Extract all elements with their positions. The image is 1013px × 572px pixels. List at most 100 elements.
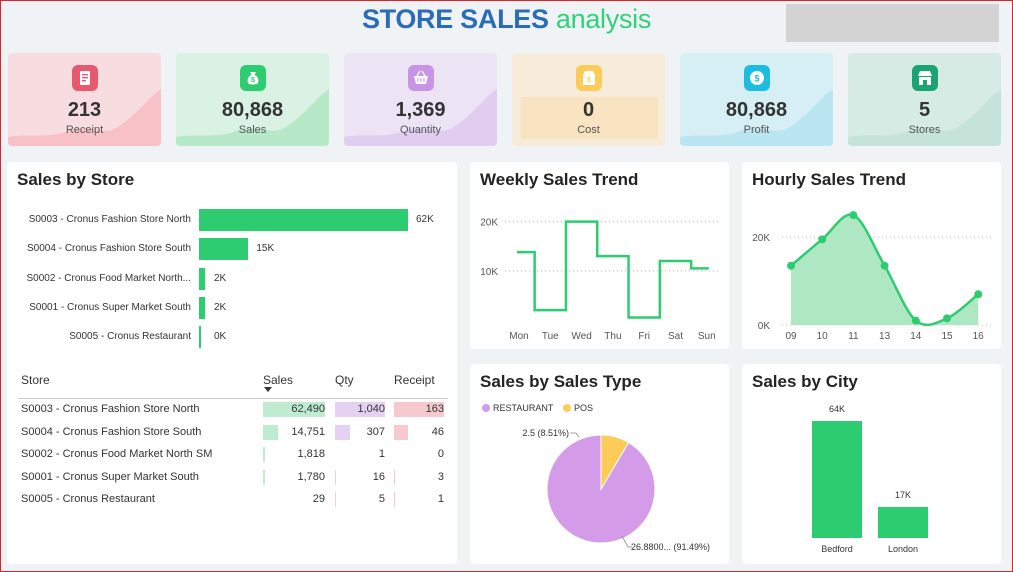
kpi-value: 5	[918, 99, 931, 121]
cell-sales: 1,818	[297, 448, 325, 460]
sparkline-area	[680, 89, 833, 146]
hourly-data-point	[974, 290, 983, 299]
store-icon	[912, 65, 938, 91]
kpi-card-quantity: 1,369 Quantity	[344, 53, 497, 146]
table-row[interactable]: S0001 - Cronus Super Market South 1,780 16…	[18, 467, 448, 489]
cell-receipt: 163	[425, 403, 444, 415]
x-tick-label: 15	[941, 331, 953, 342]
sparkline-area	[176, 89, 329, 146]
store-bar-value: 2K	[214, 272, 227, 284]
cell-qty: 1,040	[357, 403, 385, 415]
pie-leader-line	[570, 432, 580, 438]
kpi-label: Receipt	[65, 124, 104, 136]
table-row[interactable]: S0004 - Cronus Fashion Store South 14,751…	[18, 422, 448, 444]
city-card: Sales by City	[742, 364, 1001, 564]
sort-desc-icon[interactable]	[264, 387, 272, 392]
table-row[interactable]: S0005 - Cronus Restaurant 29 5 1	[18, 489, 448, 511]
x-tick-label: Fri	[638, 331, 650, 342]
qty-data-bar	[335, 424, 350, 440]
kpi-value: 80,868	[725, 99, 788, 121]
cell-sales: 62,490	[291, 403, 325, 415]
y-tick-label: 20K	[752, 233, 770, 244]
weekly-sales-title: Weekly Sales Trend	[480, 170, 639, 189]
column-header-sales[interactable]: Sales	[263, 373, 294, 387]
svg-text:$: $	[251, 77, 255, 84]
sparkline-area	[848, 89, 1001, 146]
cell-sales: 1,780	[297, 470, 325, 483]
city-title: Sales by City	[752, 372, 858, 391]
x-tick-label: Tue	[542, 331, 559, 342]
kpi-value: 1,369	[395, 99, 446, 121]
sales-type-pie-chart: RESTAURANT POS 2.5 (8.51%) 26.8800... (91.4…	[482, 403, 710, 552]
store-bar[interactable]	[199, 209, 408, 231]
y-tick-label: 0K	[758, 321, 771, 332]
city-x-label: London	[888, 544, 918, 554]
column-header-qty[interactable]: Qty	[335, 373, 354, 387]
table-row[interactable]: S0002 - Cronus Food Market North SM 1,818…	[18, 444, 448, 466]
sparkline-profit	[680, 89, 833, 146]
kpi-value: 213	[67, 99, 102, 121]
svg-text:$: $	[754, 74, 759, 84]
city-bar-chart: 64K Bedford 17K London	[812, 404, 928, 554]
basket-icon	[408, 65, 434, 91]
column-header-receipt[interactable]: Receipt	[394, 373, 435, 387]
cell-qty: 307	[366, 425, 385, 438]
sparkline-area	[344, 89, 497, 146]
hourly-sales-chart: 20K 0K 09 10 11 13 14 15 16	[752, 211, 992, 342]
kpi-card-stores: 5 Stores	[848, 53, 1001, 146]
kpi-card-profit: $80,868 Profit	[680, 53, 833, 146]
store-bar[interactable]	[199, 326, 201, 349]
hourly-data-point	[787, 261, 795, 270]
store-bar[interactable]	[199, 238, 249, 261]
x-tick-label: Thu	[604, 331, 621, 342]
kpi-value: 80,868	[221, 99, 284, 121]
placeholder-box	[786, 4, 999, 42]
cost-highlight	[521, 97, 658, 139]
cell-store: S0003 - Cronus Fashion Store North	[21, 403, 200, 415]
store-bar-value: 2K	[214, 301, 227, 313]
hourly-data-point	[943, 314, 951, 323]
legend-marker-pos	[563, 404, 571, 412]
hourly-data-point	[880, 261, 889, 270]
kpi-card-sales: $80,868 Sales	[176, 53, 329, 146]
x-tick-label: 13	[879, 331, 891, 342]
table-row[interactable]: S0003 - Cronus Fashion Store North 62,490…	[18, 399, 448, 421]
pie-label-pos: 2.5 (8.51%)	[522, 428, 569, 438]
city-bar-bedford	[812, 421, 862, 538]
cell-store: S0002 - Cronus Food Market North SM	[21, 448, 213, 460]
hourly-data-point	[849, 211, 858, 220]
weekly-series-line	[517, 220, 709, 319]
cell-store: S0004 - Cronus Fashion Store South	[21, 425, 202, 438]
legend-label-restaurant: RESTAURANT	[493, 403, 554, 413]
store-bar[interactable]	[199, 296, 205, 319]
store-bar[interactable]	[199, 267, 206, 290]
hourly-area-fill	[791, 214, 979, 325]
sparkline-receipt	[8, 89, 161, 146]
weekly-sales-chart: 20K 10K Mon Tue Wed Thu Fri Sat Sun	[480, 218, 720, 342]
legend-label-pos: POS	[574, 403, 593, 413]
table-header-divider	[18, 398, 448, 399]
sparkline-quantity	[344, 89, 497, 146]
sparkline-stores	[848, 89, 1001, 146]
sales-data-bar	[263, 447, 265, 462]
city-bar-value: 17K	[895, 490, 911, 500]
title-bold: STORE SALES	[361, 4, 549, 34]
kpi-label: Cost	[577, 124, 600, 136]
y-tick-label: 10K	[480, 267, 498, 278]
store-bar-label: S0002 - Cronus Food Market North...	[26, 272, 191, 284]
kpi-label: Sales	[238, 124, 267, 136]
column-header-store[interactable]: Store	[21, 373, 50, 387]
cell-store: S0001 - Cronus Super Market South	[21, 470, 199, 483]
receipt-icon	[72, 65, 98, 91]
sales-by-store-title: Sales by Store	[17, 170, 135, 189]
money-bag-icon: $	[240, 65, 266, 91]
sales-data-bar	[263, 424, 278, 440]
dashboard-title: STORE SALES analysis	[0, 4, 1013, 35]
store-bar-value: 62K	[416, 214, 434, 225]
sales-data-bar	[263, 402, 325, 417]
cell-store: S0005 - Cronus Restaurant	[21, 493, 155, 505]
title-light: analysis	[555, 4, 652, 34]
kpi-card-receipt: 213 Receipt	[8, 53, 161, 146]
x-tick-label: 11	[848, 331, 859, 342]
qty-data-bar	[335, 402, 385, 417]
